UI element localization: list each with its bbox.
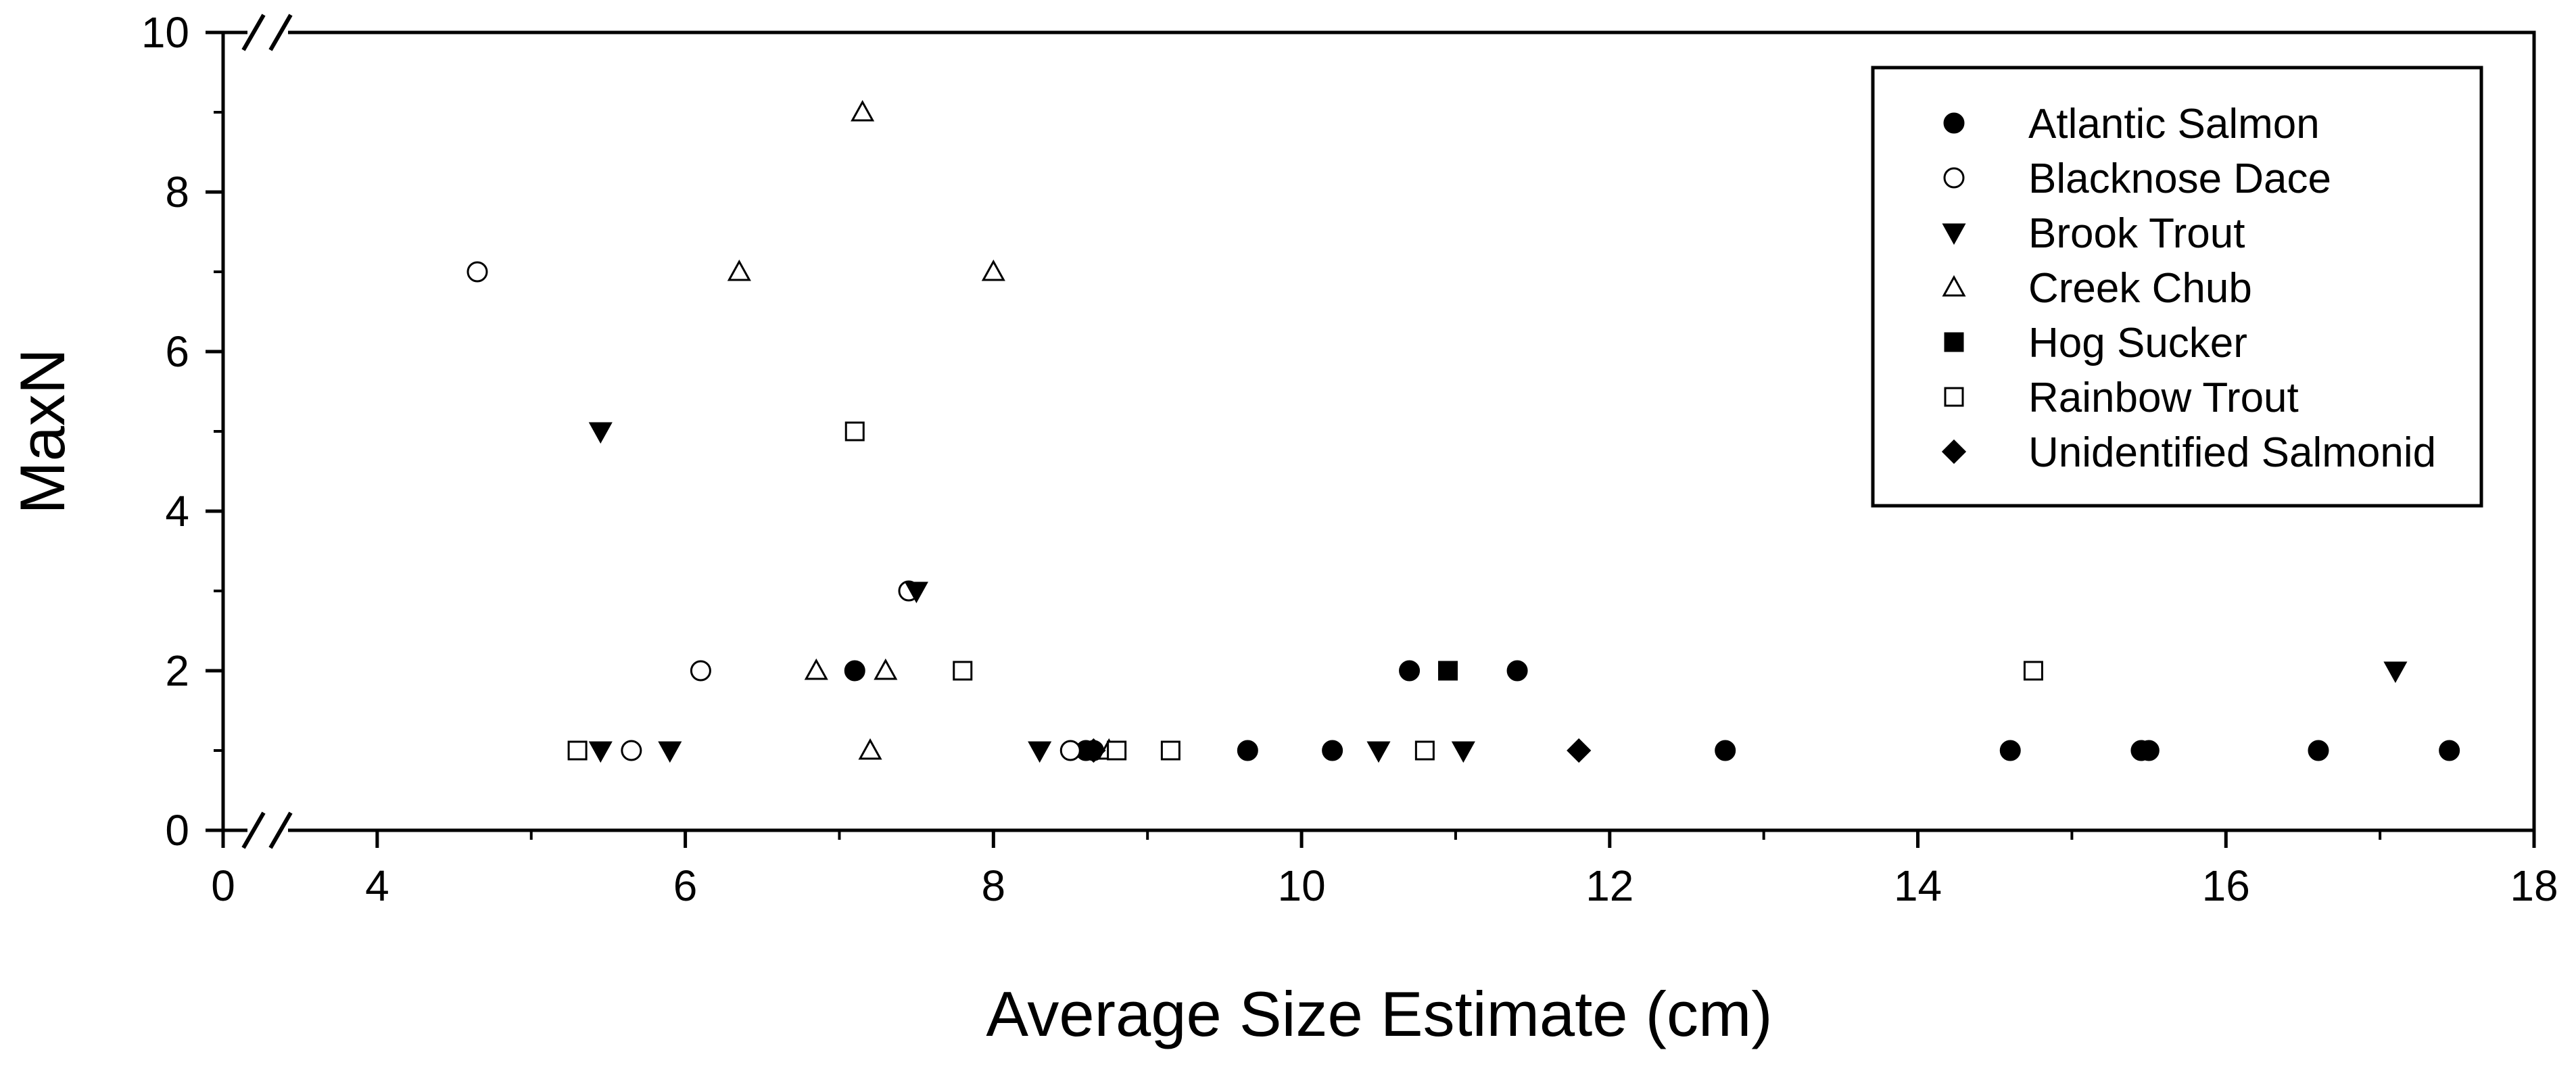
legend-marker-brook-trout	[1942, 223, 1966, 245]
point-creek-chub	[981, 259, 1005, 281]
point-rainbow-trout	[567, 740, 588, 761]
y-tick-label: 6	[165, 327, 189, 376]
axis-break-slash	[241, 811, 266, 849]
y-tick-label: 2	[165, 646, 189, 695]
legend-label-creek-chub: Creek Chub	[2028, 265, 2252, 312]
legend-label-blacknose-dace: Blacknose Dace	[2028, 156, 2331, 202]
point-rainbow-trout	[1414, 740, 1435, 761]
axis-break-slash	[268, 811, 293, 849]
point-creek-chub	[851, 99, 875, 122]
legend-label-unidentified-salmonid: Unidentified Salmonid	[2028, 429, 2436, 476]
point-creek-chub	[804, 658, 828, 680]
point-atlantic-salmon	[1999, 740, 2021, 761]
point-rainbow-trout	[953, 661, 973, 681]
legend-marker-blacknose-dace	[1943, 167, 1965, 189]
y-axis-title: MaxN	[7, 348, 78, 514]
x-tick-label: 16	[2202, 861, 2250, 910]
x-tick-label: 12	[1585, 861, 1633, 910]
legend-label-atlantic-salmon: Atlantic Salmon	[2028, 101, 2320, 147]
point-creek-chub	[858, 738, 882, 760]
legend-marker-creek-chub	[1942, 275, 1966, 297]
point-atlantic-salmon	[1399, 660, 1421, 682]
x-tick-label: 10	[1277, 861, 1325, 910]
legend-marker-unidentified-salmonid	[1941, 439, 1967, 465]
point-creek-chub	[727, 259, 751, 281]
point-brook-trout	[904, 581, 928, 604]
data-points	[467, 99, 2460, 763]
axis-break-slash	[241, 14, 266, 51]
legend: Atlantic Salmon Blacknose Dace Brook Trout…	[1871, 66, 2483, 508]
x-tick-label: 18	[2510, 861, 2558, 910]
point-rainbow-trout	[844, 421, 865, 442]
point-blacknose-dace	[621, 740, 642, 761]
x-tick-label: 14	[1894, 861, 1942, 910]
point-atlantic-salmon	[2308, 740, 2329, 761]
point-brook-trout	[2383, 661, 2408, 684]
point-blacknose-dace	[467, 261, 488, 283]
point-brook-trout	[588, 422, 613, 444]
point-blacknose-dace	[690, 660, 711, 682]
x-axis-title: Average Size Estimate (cm)	[986, 978, 1772, 1049]
axis-break-slash	[268, 14, 293, 51]
y-tick-label: 0	[165, 806, 189, 855]
y-tick-label: 8	[165, 168, 189, 216]
point-blacknose-dace	[1059, 740, 1081, 761]
legend-items: Atlantic Salmon Blacknose Dace Brook Trout…	[1941, 101, 2436, 476]
point-rainbow-trout	[1107, 740, 1127, 761]
y-tick-label: 4	[165, 487, 189, 536]
y-axis-ticks: 0 2 4 6 8 10	[141, 8, 223, 855]
point-brook-trout	[658, 741, 682, 763]
legend-label-hog-sucker: Hog Sucker	[2028, 320, 2247, 366]
legend-label-rainbow-trout: Rainbow Trout	[2028, 375, 2299, 421]
point-atlantic-salmon	[844, 660, 865, 682]
point-creek-chub	[874, 658, 898, 680]
point-brook-trout	[1028, 741, 1052, 763]
legend-box	[1871, 66, 2483, 508]
x-tick-label: 6	[673, 861, 698, 910]
point-atlantic-salmon	[2138, 740, 2160, 761]
legend-marker-rainbow-trout	[1944, 387, 1964, 407]
legend-label-brook-trout: Brook Trout	[2028, 210, 2245, 257]
point-rainbow-trout	[2023, 661, 2043, 681]
point-atlantic-salmon	[1322, 740, 1343, 761]
legend-marker-atlantic-salmon	[1943, 112, 1965, 134]
x-tick-label: 8	[982, 861, 1006, 910]
point-unidentified-salmonid	[1567, 738, 1592, 763]
point-brook-trout	[1451, 741, 1475, 763]
point-brook-trout	[1366, 741, 1391, 763]
x-tick-label: 4	[365, 861, 389, 910]
axis-breaks	[241, 14, 293, 849]
point-rainbow-trout	[1160, 740, 1180, 761]
point-atlantic-salmon	[1506, 660, 1528, 682]
legend-marker-hog-sucker	[1944, 332, 1964, 352]
point-atlantic-salmon	[2439, 740, 2460, 761]
y-tick-label: 10	[141, 8, 189, 57]
x-tick-label: 0	[211, 861, 235, 910]
point-atlantic-salmon	[1715, 740, 1736, 761]
x-axis-ticks: 0 4 6 8 10 12 14 16 18	[211, 830, 2558, 910]
point-atlantic-salmon	[1237, 740, 1258, 761]
point-unidentified-salmonid	[1081, 738, 1106, 763]
point-brook-trout	[588, 741, 613, 763]
point-hog-sucker	[1438, 661, 1458, 681]
